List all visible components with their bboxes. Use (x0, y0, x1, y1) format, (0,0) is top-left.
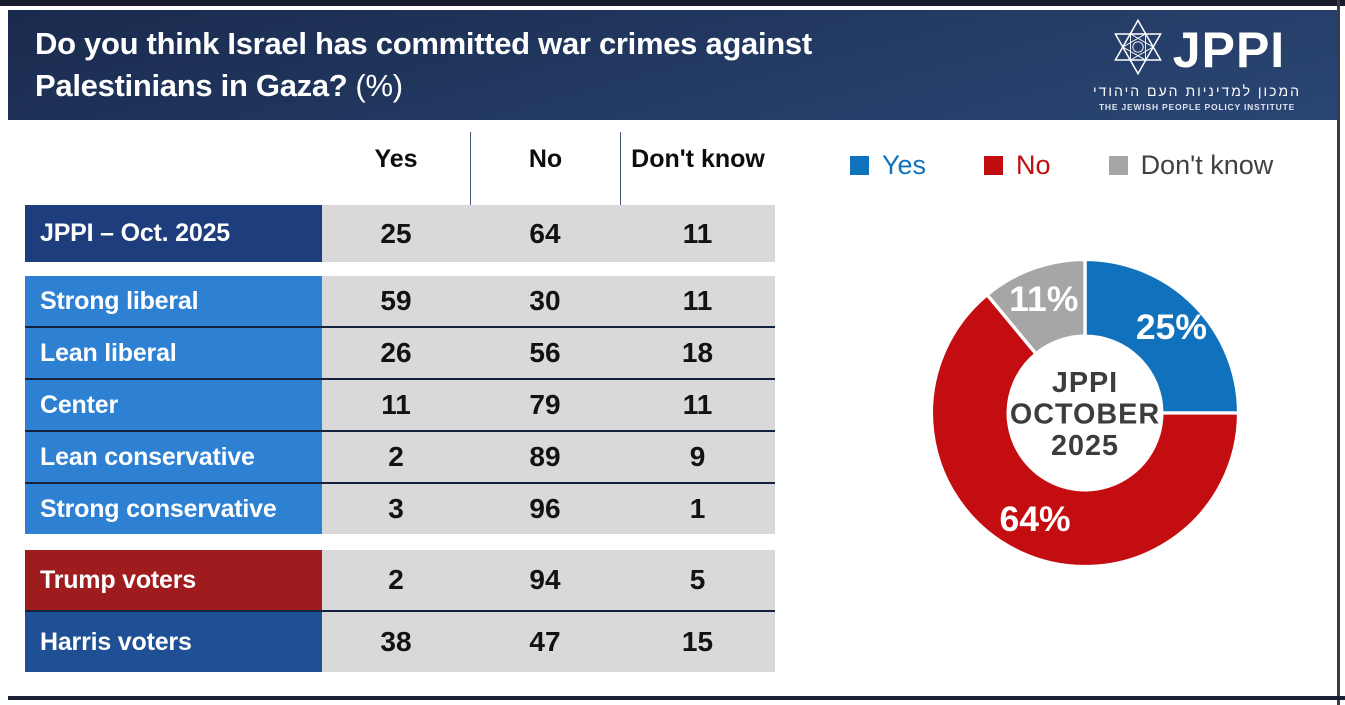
cell-no: 89 (470, 432, 620, 482)
table-row-jppi-oct-2025: JPPI – Oct. 2025 25 64 11 (25, 205, 775, 262)
row-group-gap (25, 262, 775, 276)
column-header-yes: Yes (374, 145, 418, 173)
logo-hebrew-name: המכון למדיניות העם היהודי (1093, 83, 1301, 99)
row-divider (25, 326, 775, 328)
legend-dont-know-swatch-icon (1108, 156, 1128, 175)
table-row-strong-conservative: Strong conservative 3 96 1 (25, 484, 775, 534)
donut-center-line-1: JPPI (1052, 367, 1118, 399)
row-label: Lean liberal (25, 328, 322, 378)
legend-item-yes: Yes (850, 150, 926, 181)
donut-label-yes-pct: 25% (1136, 307, 1207, 347)
cell-no: 56 (470, 328, 620, 378)
donut-center-line-3: 2025 (1051, 430, 1119, 462)
donut-label-dont-know-pct: 11% (1009, 279, 1078, 319)
legend-yes-label: Yes (882, 150, 927, 180)
cell-dont-know: 11 (620, 205, 775, 262)
cell-dont-know: 15 (620, 612, 775, 672)
results-table: Yes No Don't know JPPI – Oct. 2025 25 64… (25, 132, 775, 672)
cell-yes: 59 (322, 276, 470, 326)
header-banner: Do you think Israel has committed war cr… (8, 10, 1337, 120)
table-row-lean-liberal: Lean liberal 26 56 18 (25, 328, 775, 378)
cell-yes: 11 (322, 380, 470, 430)
cell-dont-know: 5 (620, 550, 775, 610)
jppi-logo: JPPI המכון למדיניות העם היהודי THE JEWIS… (1093, 18, 1301, 112)
cell-no: 94 (470, 550, 620, 610)
cell-yes: 2 (322, 550, 470, 610)
page-title: Do you think Israel has committed war cr… (8, 10, 1337, 107)
table-header-row: Yes No Don't know (25, 132, 775, 205)
cell-yes: 26 (322, 328, 470, 378)
cell-dont-know: 18 (620, 328, 775, 378)
right-border-line (1337, 0, 1340, 705)
cell-yes: 25 (322, 205, 470, 262)
table-row-harris-voters: Harris voters 38 47 15 (25, 612, 775, 672)
legend-no-label: No (1016, 150, 1051, 180)
column-header-dont-know: Don't know (620, 132, 775, 205)
donut-chart: 25% 64% 11% JPPI OCTOBER 2025 (893, 221, 1277, 605)
donut-label-no-pct: 64% (1000, 499, 1071, 539)
logo-acronym: JPPI (1172, 21, 1286, 78)
donut-center-line-2: OCTOBER (1010, 399, 1160, 431)
donut-slice-no (929, 292, 1241, 569)
cell-dont-know: 1 (620, 484, 775, 534)
cell-dont-know: 9 (620, 432, 775, 482)
table-header-empty-cell (25, 132, 322, 205)
table-row-strong-liberal: Strong liberal 59 30 11 (25, 276, 775, 326)
title-percent-suffix: (%) (355, 68, 403, 103)
row-label: JPPI – Oct. 2025 (25, 205, 322, 262)
row-label: Lean conservative (25, 432, 322, 482)
row-label: Strong conservative (25, 484, 322, 534)
row-label: Harris voters (25, 612, 322, 672)
bottom-border-line (8, 696, 1345, 700)
legend-item-dont-know: Don't know (1108, 150, 1274, 181)
cell-yes: 2 (322, 432, 470, 482)
cell-yes: 3 (322, 484, 470, 534)
row-group-gap (25, 534, 775, 550)
title-line-1: Do you think Israel has committed war cr… (35, 26, 812, 61)
table-row-lean-conservative: Lean conservative 2 89 9 (25, 432, 775, 482)
row-divider (25, 482, 775, 484)
row-label: Center (25, 380, 322, 430)
row-divider (25, 430, 775, 432)
donut-chart-svg: 25% 64% 11% JPPI OCTOBER 2025 (929, 257, 1241, 569)
cell-no: 64 (470, 205, 620, 262)
cell-yes: 38 (322, 612, 470, 672)
table-row-trump-voters: Trump voters 2 94 5 (25, 550, 775, 610)
cell-no: 30 (470, 276, 620, 326)
legend-yes-swatch-icon (850, 156, 869, 175)
legend-dont-know-label: Don't know (1140, 150, 1274, 180)
cell-dont-know: 11 (620, 380, 775, 430)
donut-slice-yes (1083, 257, 1241, 415)
row-divider (25, 378, 775, 380)
title-line-2: Palestinians in Gaza? (%) (35, 65, 1337, 107)
legend-no-swatch-icon (984, 156, 1004, 175)
chart-legend: Yes No Don't know (850, 150, 1273, 181)
table-row-center: Center 11 79 11 (25, 380, 775, 430)
column-header-no: No (470, 132, 620, 205)
row-divider (25, 610, 775, 612)
top-border-line (0, 0, 1345, 6)
donut-slice-dont-know (985, 257, 1087, 356)
row-label: Trump voters (25, 550, 322, 610)
star-of-david-icon (1109, 18, 1167, 81)
legend-item-no: No (984, 150, 1051, 181)
cell-no: 96 (470, 484, 620, 534)
cell-no: 47 (470, 612, 620, 672)
cell-dont-know: 11 (620, 276, 775, 326)
logo-english-name: THE JEWISH PEOPLE POLICY INSTITUTE (1098, 102, 1296, 112)
title-line-2-text: Palestinians in Gaza? (35, 68, 348, 103)
cell-no: 79 (470, 380, 620, 430)
row-label: Strong liberal (25, 276, 322, 326)
